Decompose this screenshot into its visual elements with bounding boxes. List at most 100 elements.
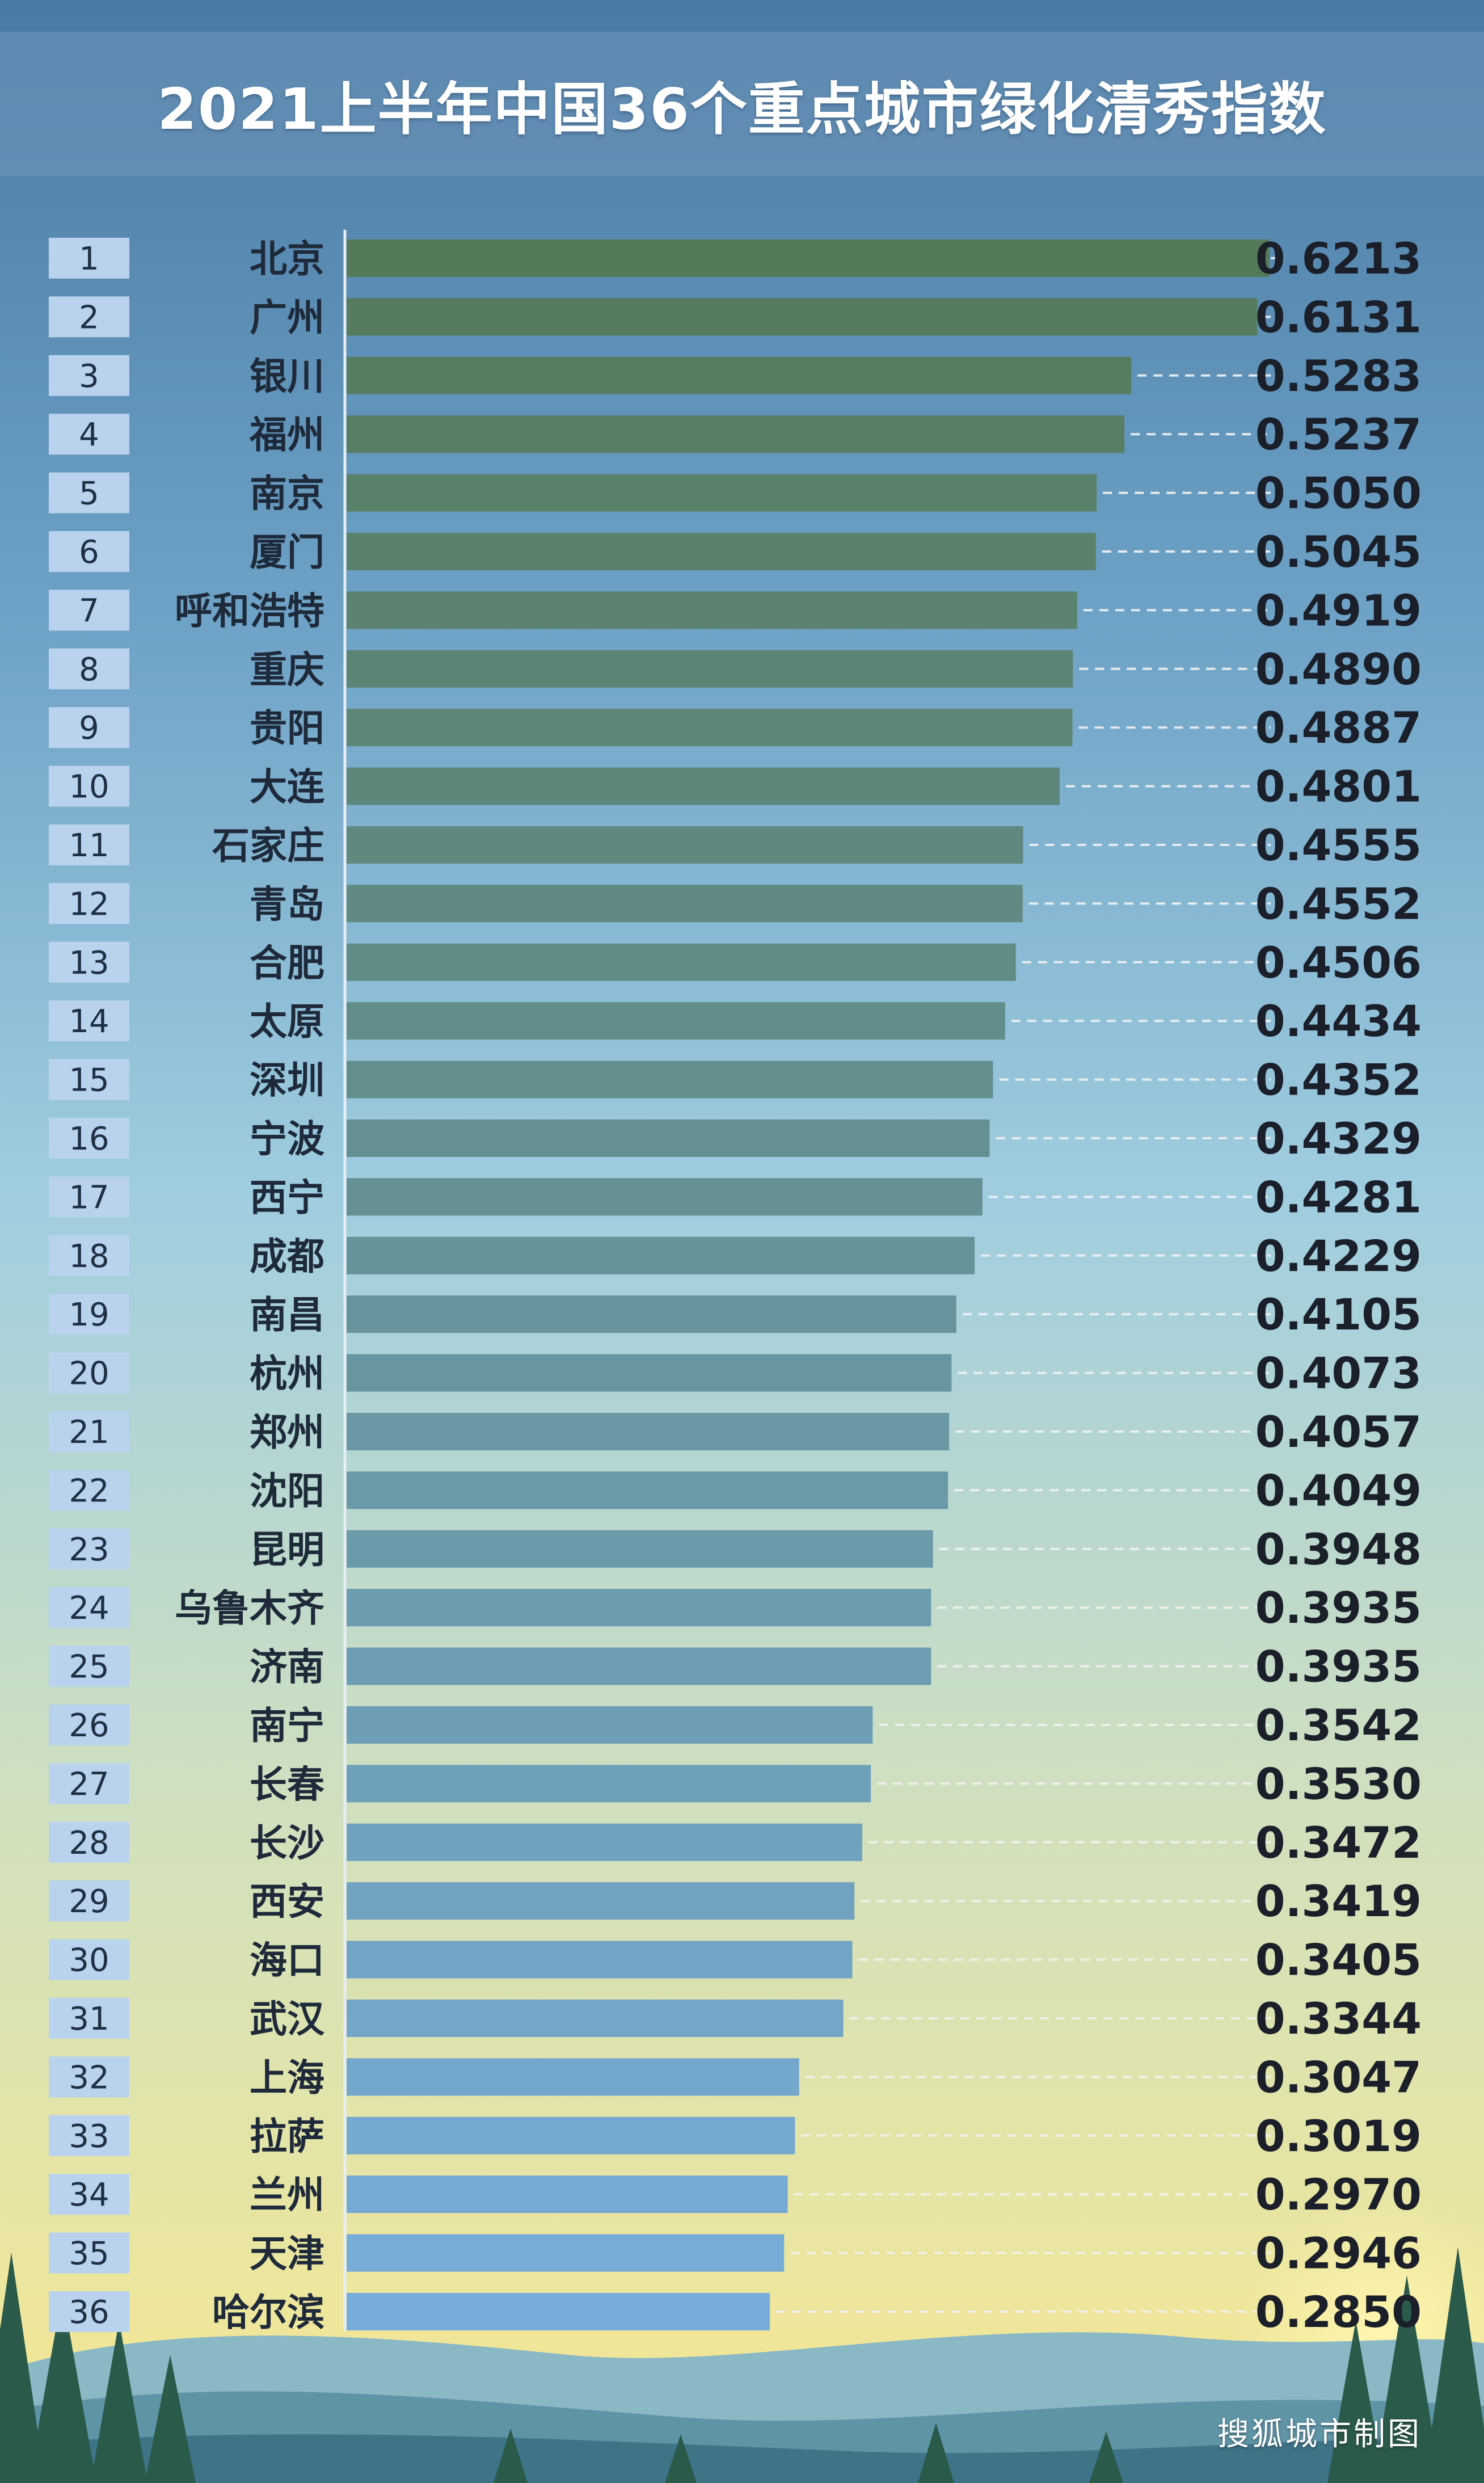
value-label: 0.4105 xyxy=(1255,1289,1422,1340)
city-label: 哈尔滨 xyxy=(212,2291,324,2334)
city-label: 济南 xyxy=(250,1645,324,1689)
city-label: 青岛 xyxy=(250,882,324,926)
credit-text: 搜狐城市制图 xyxy=(1217,2416,1422,2453)
bar xyxy=(347,885,1023,923)
bar xyxy=(347,1823,863,1861)
value-label: 0.2946 xyxy=(1255,2228,1422,2279)
city-label: 兰州 xyxy=(250,2173,324,2217)
city-label: 深圳 xyxy=(250,1059,324,1102)
rank-box xyxy=(49,414,129,455)
bar xyxy=(347,1882,855,1920)
value-label: 0.3935 xyxy=(1255,1642,1422,1692)
value-label: 0.4890 xyxy=(1255,644,1422,695)
rank-label: 2 xyxy=(79,299,99,336)
city-label: 天津 xyxy=(250,2232,324,2276)
value-label: 0.4352 xyxy=(1255,1055,1422,1105)
bar xyxy=(347,415,1125,453)
value-label: 0.3019 xyxy=(1255,2111,1422,2161)
rank-box xyxy=(49,824,129,865)
bar xyxy=(347,239,1270,277)
city-label: 昆明 xyxy=(250,1528,324,1572)
rank-box xyxy=(49,1176,129,1218)
city-label: 太原 xyxy=(250,1000,324,1043)
rank-box xyxy=(49,1528,129,1569)
value-label: 0.5237 xyxy=(1255,409,1422,460)
city-label: 大连 xyxy=(250,765,324,809)
city-label: 沈阳 xyxy=(250,1469,324,1513)
value-label: 0.4506 xyxy=(1255,937,1422,988)
value-label: 0.4919 xyxy=(1255,585,1422,636)
rank-box xyxy=(49,2115,129,2156)
value-label: 0.5050 xyxy=(1255,468,1422,519)
value-label: 0.3419 xyxy=(1255,1876,1422,1926)
city-label: 重庆 xyxy=(250,648,324,692)
value-label: 0.4801 xyxy=(1255,761,1422,812)
rank-box xyxy=(49,883,129,924)
bar xyxy=(347,1706,873,1744)
rank-box xyxy=(49,707,129,748)
bar xyxy=(347,1471,948,1509)
rank-box xyxy=(49,1411,129,1452)
city-label: 成都 xyxy=(250,1235,324,1278)
bar xyxy=(347,2175,788,2213)
bar xyxy=(347,1413,950,1450)
rank-label: 11 xyxy=(69,827,109,864)
rank-label: 14 xyxy=(69,1003,109,1040)
value-label: 0.4329 xyxy=(1255,1113,1422,1164)
value-label: 0.3047 xyxy=(1255,2052,1422,2102)
bar xyxy=(347,826,1023,864)
value-label: 0.4057 xyxy=(1255,1407,1422,1457)
rank-label: 32 xyxy=(69,2059,109,2096)
bar xyxy=(347,533,1096,570)
rank-label: 26 xyxy=(69,1707,109,1744)
bar xyxy=(347,1589,931,1627)
bar xyxy=(347,1765,871,1803)
rank-box xyxy=(49,2232,129,2274)
value-label: 0.2970 xyxy=(1255,2169,1422,2220)
rank-box xyxy=(49,1470,129,1511)
value-label: 0.4073 xyxy=(1255,1348,1422,1399)
city-label: 长沙 xyxy=(250,1821,324,1865)
bar xyxy=(347,2000,844,2037)
rank-box xyxy=(49,296,129,338)
city-label: 长春 xyxy=(250,1762,324,1806)
rank-label: 30 xyxy=(69,1942,109,1979)
value-label: 0.6131 xyxy=(1255,292,1422,342)
rank-label: 3 xyxy=(79,358,99,395)
rank-box xyxy=(49,1645,129,1687)
city-label: 宁波 xyxy=(250,1117,324,1161)
rank-label: 31 xyxy=(69,2001,109,2038)
bar xyxy=(347,767,1060,805)
city-label: 银川 xyxy=(250,355,324,398)
bar xyxy=(347,1236,975,1274)
value-label: 0.4552 xyxy=(1255,878,1422,929)
rank-box xyxy=(49,472,129,514)
rank-box xyxy=(49,941,129,983)
city-label: 海口 xyxy=(250,1939,324,1983)
value-label: 0.4229 xyxy=(1255,1231,1422,1281)
rank-label: 12 xyxy=(69,886,109,923)
value-label: 0.3344 xyxy=(1255,1993,1422,2044)
bar xyxy=(347,1295,956,1333)
title-band: 2021上半年中国36个重点城市绿化清秀指数 xyxy=(0,32,1484,176)
rank-label: 19 xyxy=(69,1297,109,1333)
bar xyxy=(347,1060,993,1099)
value-label: 0.3405 xyxy=(1255,1935,1422,1985)
rank-label: 16 xyxy=(69,1121,109,1158)
rank-label: 18 xyxy=(69,1238,109,1275)
rank-box xyxy=(49,648,129,689)
rank-label: 23 xyxy=(69,1531,109,1568)
rank-label: 33 xyxy=(69,2118,109,2155)
value-label: 0.3542 xyxy=(1255,1700,1422,1750)
city-label: 北京 xyxy=(250,237,324,281)
rank-box xyxy=(49,1235,129,1276)
rank-label: 20 xyxy=(69,1356,109,1392)
city-label: 广州 xyxy=(250,296,324,339)
city-label: 贵阳 xyxy=(250,706,324,750)
rank-box xyxy=(49,1352,129,1394)
city-label: 合肥 xyxy=(250,941,324,985)
rank-label: 35 xyxy=(69,2236,109,2272)
rank-label: 13 xyxy=(69,945,109,982)
rank-label: 17 xyxy=(69,1179,109,1216)
rank-label: 6 xyxy=(79,534,99,571)
